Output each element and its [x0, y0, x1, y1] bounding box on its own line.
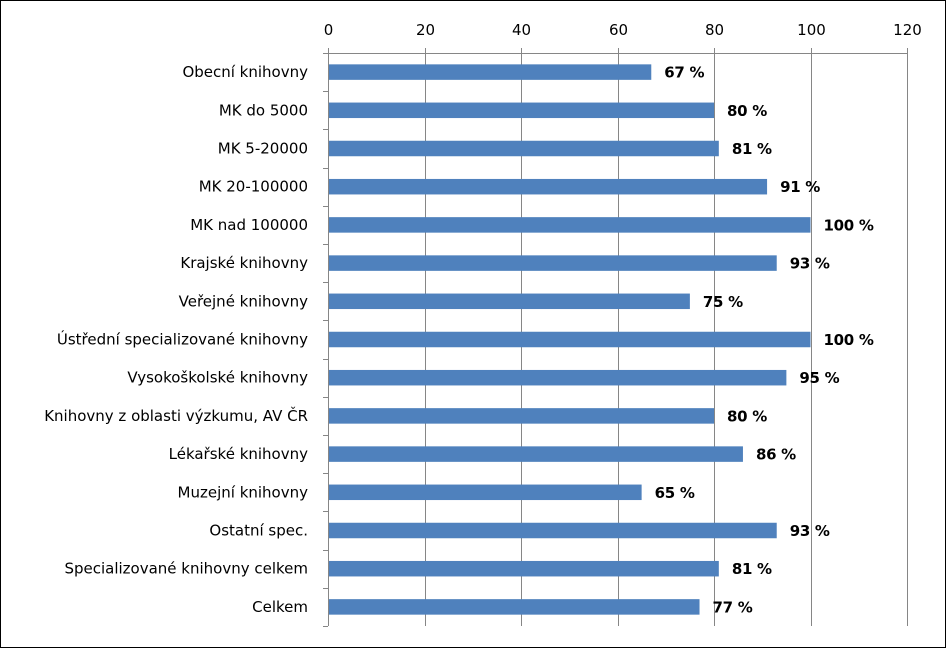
bar — [329, 408, 714, 424]
axis-layer: 0 20 40 60 80 100 120 — [323, 21, 922, 627]
category-label: Vysokoškolské knihovny — [127, 369, 308, 387]
bar — [329, 331, 811, 348]
category-label: Krajské knihovny — [180, 254, 308, 272]
bar — [329, 255, 777, 271]
x-tick-label: 100 — [797, 21, 826, 39]
category-label: Specializované knihovny celkem — [64, 560, 308, 578]
data-label: 75 % — [703, 293, 743, 311]
data-label: 80 % — [727, 407, 767, 425]
bar — [329, 140, 719, 157]
data-label: 80 % — [727, 102, 767, 120]
bar — [329, 217, 811, 233]
x-tick-label: 40 — [512, 21, 531, 39]
data-label: 67 % — [664, 64, 704, 82]
category-label: MK 5-20000 — [218, 140, 308, 158]
bar — [329, 64, 652, 80]
bar — [329, 560, 719, 577]
bar — [329, 484, 642, 501]
data-label: 95 % — [799, 369, 839, 387]
bar — [329, 178, 768, 195]
data-label: 81 % — [732, 560, 772, 578]
data-label: 93 % — [790, 522, 830, 540]
category-label: Obecní knihovny — [182, 63, 308, 81]
x-tick-label: 60 — [609, 21, 628, 39]
x-tick-label: 80 — [705, 21, 724, 39]
x-tick-label: 20 — [416, 21, 435, 39]
data-label: 91 % — [780, 178, 820, 196]
x-tick-label: 0 — [324, 21, 334, 39]
data-label: 93 % — [790, 255, 830, 273]
category-label: MK 20-100000 — [199, 178, 308, 196]
category-label: Knihovny z oblasti výzkumu, AV ČR — [44, 406, 308, 425]
category-label: Ústřední specializované knihovny — [57, 330, 308, 349]
data-label: 100 % — [824, 331, 874, 349]
data-label: 65 % — [655, 484, 695, 502]
category-label: MK do 5000 — [219, 101, 308, 119]
bar — [329, 446, 743, 462]
bar — [329, 293, 690, 310]
category-label: Veřejné knihovny — [179, 292, 308, 310]
category-label: MK nad 100000 — [190, 216, 308, 234]
bar — [329, 522, 777, 539]
data-label: 77 % — [713, 598, 753, 616]
category-label: Lékařské knihovny — [169, 445, 308, 463]
category-label: Muzejní knihovny — [178, 483, 309, 501]
data-label: 81 % — [732, 140, 772, 158]
category-label: Celkem — [252, 598, 308, 616]
bar-layer — [329, 64, 811, 615]
bar — [329, 599, 700, 615]
category-label: Ostatní spec. — [209, 522, 308, 540]
x-tick-label: 120 — [893, 21, 922, 39]
data-label: 100 % — [824, 216, 874, 234]
data-label: 86 % — [756, 446, 796, 464]
bar — [329, 369, 787, 386]
label-layer: Obecní knihovny 67 % MK do 5000 80 % MK 5-20… — [44, 63, 874, 616]
bar — [329, 102, 714, 119]
